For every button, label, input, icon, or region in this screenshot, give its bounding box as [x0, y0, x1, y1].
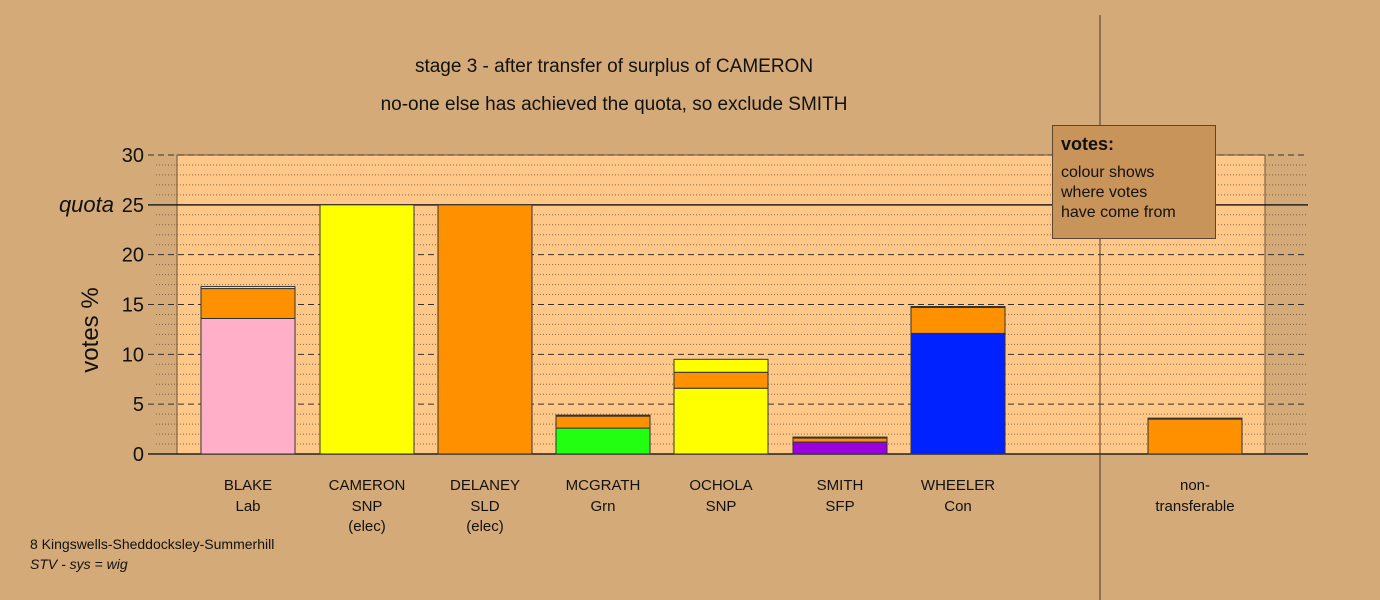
bar-segment: [555, 427, 651, 455]
bar-segment: [555, 414, 651, 417]
y-tick-label: 20: [122, 245, 144, 267]
bar-segment: [910, 332, 1006, 455]
quota-label: quota: [59, 192, 114, 217]
bar-segment: [319, 204, 415, 455]
category-name: BLAKE: [224, 477, 272, 494]
legend-box: votes: colour shows where votes have com…: [1052, 125, 1216, 239]
y-tick-label: 10: [122, 344, 144, 366]
category-party: Lab: [235, 498, 260, 515]
bar-segment: [673, 387, 769, 455]
category-party: SFP: [825, 498, 854, 515]
bar-segment: [792, 441, 888, 455]
bar-segment: [555, 415, 651, 429]
category-name: DELANEY: [450, 477, 520, 494]
category-name: WHEELER: [921, 477, 995, 494]
ward-label: 8 Kingswells-Sheddocksley-Summerhill: [30, 536, 275, 552]
y-tick-label: 5: [133, 394, 144, 416]
bar-segment: [673, 371, 769, 389]
y-tick-label: 15: [122, 295, 144, 317]
bar-segment: [437, 204, 533, 455]
y-axis-label: votes %: [77, 287, 104, 372]
category-party: Grn: [590, 498, 615, 515]
category-party: SNP: [706, 498, 737, 515]
system-label: STV - sys = wig: [30, 556, 128, 572]
category-name: non-: [1180, 477, 1210, 494]
legend-title: votes:: [1061, 134, 1115, 154]
chart-title: stage 3 - after transfer of surplus of C…: [415, 56, 813, 77]
category-name: MCGRATH: [566, 477, 641, 494]
y-tick-label: 25: [122, 195, 144, 217]
legend-text: colour shows where votes have come from: [1061, 164, 1176, 221]
y-tick-label: 30: [122, 145, 144, 167]
bar-segment: [792, 436, 888, 439]
category-party: Con: [944, 498, 972, 515]
category-party: transferable: [1155, 498, 1234, 515]
bar-segment: [200, 286, 296, 290]
category-name: OCHOLA: [689, 477, 752, 494]
bar-segment: [200, 317, 296, 455]
category-name: SMITH: [817, 477, 864, 494]
bar-segment: [200, 288, 296, 319]
bar-segment: [792, 437, 888, 443]
category-party: SLD: [470, 498, 499, 515]
bar-segment: [1147, 417, 1243, 420]
chart-subtitle: no-one else has achieved the quota, so e…: [381, 94, 848, 115]
bar-segment: [910, 305, 1006, 308]
category-name: CAMERON: [329, 477, 406, 494]
category-status: (elec): [466, 518, 504, 535]
category-party: SNP: [352, 498, 383, 515]
bar-segment: [910, 306, 1006, 334]
bar-segment: [1147, 418, 1243, 455]
category-status: (elec): [348, 518, 386, 535]
bar-segment: [673, 358, 769, 373]
y-tick-label: 0: [133, 444, 144, 466]
